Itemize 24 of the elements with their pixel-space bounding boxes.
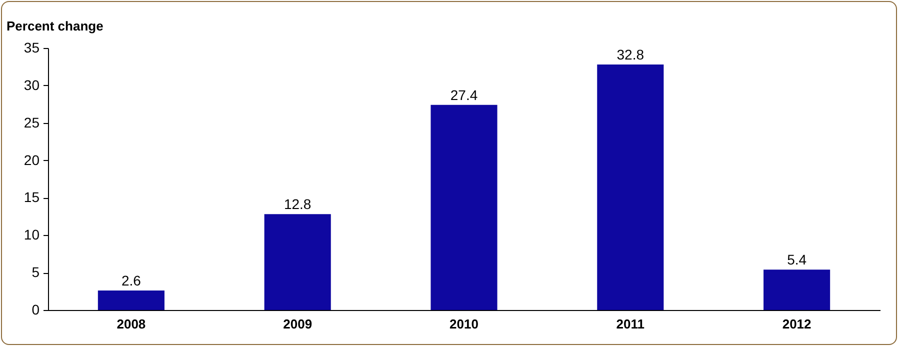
y-tick-label: 15	[24, 189, 40, 206]
y-tick-label: 25	[24, 114, 40, 130]
data-label: 12.8	[284, 196, 312, 212]
y-tick-label: 20	[24, 152, 40, 168]
bar	[764, 270, 830, 310]
x-tick-label: 2010	[450, 316, 478, 332]
bar	[98, 290, 164, 310]
y-tick-label: 35	[24, 40, 40, 56]
y-axis-title: Percent change	[6, 18, 104, 34]
data-label: 32.8	[616, 46, 644, 62]
y-tick-label: 5	[32, 264, 40, 280]
y-tick-label: 10	[24, 226, 40, 243]
y-tick-label: 0	[32, 302, 40, 318]
bar	[597, 64, 664, 310]
data-label: 2.6	[121, 272, 142, 289]
y-tick-label: 30	[24, 76, 40, 93]
x-tick-label: 2008	[116, 316, 146, 332]
bar	[430, 104, 498, 310]
data-label: 27.4	[450, 86, 478, 103]
x-tick-label: 2009	[283, 316, 312, 332]
data-label: 5.4	[787, 252, 807, 268]
x-tick-label: 2011	[616, 316, 644, 332]
x-tick-label: 2012	[782, 316, 812, 332]
bar	[264, 214, 331, 310]
